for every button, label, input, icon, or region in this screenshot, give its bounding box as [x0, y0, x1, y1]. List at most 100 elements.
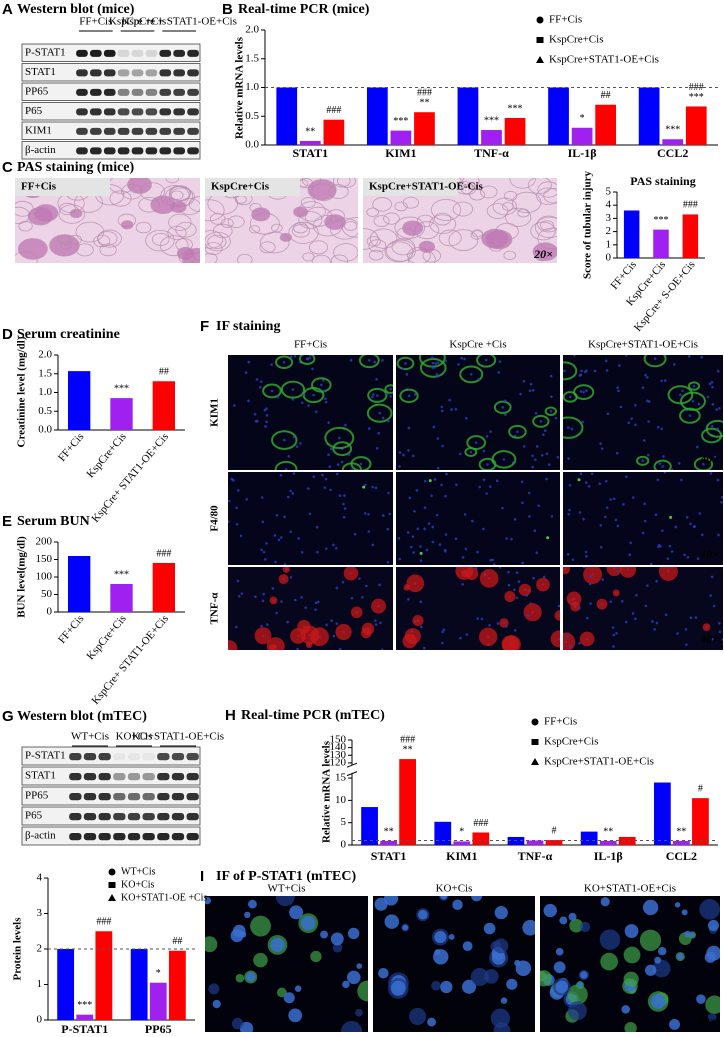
- cell: [490, 1008, 511, 1028]
- nucleus: [520, 480, 524, 484]
- stain: [536, 577, 550, 592]
- nucleus: [312, 475, 316, 478]
- y-tick-label: 4: [37, 872, 43, 884]
- significance-label: **: [603, 826, 613, 837]
- blot-band: [69, 773, 82, 781]
- significance-label: ##: [601, 90, 611, 101]
- cell: [340, 1020, 363, 1032]
- tissue: [539, 220, 555, 231]
- x-tick-label: TNF-α: [518, 849, 553, 863]
- magnification: 20×: [533, 247, 553, 261]
- x-tick-label: KspCre+ STAT1-OE+Cis: [89, 431, 171, 525]
- blot-band: [171, 793, 185, 801]
- stain: [563, 632, 576, 650]
- nucleus: [486, 463, 489, 466]
- nucleus: [425, 548, 429, 552]
- significance-label: ###: [326, 105, 341, 116]
- nucleus: [495, 479, 499, 483]
- y-tick-label: 0.5: [38, 405, 52, 417]
- nucleus: [465, 417, 468, 420]
- cell: [639, 929, 662, 951]
- blot-band: [103, 49, 116, 57]
- y-tick-label: 2: [37, 943, 43, 955]
- bar: [168, 950, 186, 1020]
- tissue: [373, 215, 390, 227]
- significance-label: ###: [689, 82, 704, 93]
- nucleus: [327, 453, 330, 456]
- micrograph-bg: [563, 355, 723, 470]
- nucleus: [717, 533, 720, 537]
- nucleus: [435, 372, 439, 376]
- tissue: [394, 201, 408, 212]
- nucleus: [579, 472, 583, 475]
- stain: [282, 567, 290, 573]
- nucleus: [280, 536, 283, 539]
- blot-group-label: KspCre + STAT1-OE+Cis: [121, 16, 236, 28]
- panel-letter: A: [2, 1, 13, 18]
- stain: [254, 627, 272, 645]
- nucleus: [316, 550, 319, 554]
- blot-band: [159, 49, 172, 57]
- tissue: [76, 243, 94, 257]
- nucleus: [320, 930, 328, 939]
- x-tick-label: KspCre+Cis: [85, 613, 129, 662]
- y-tick-label: 150: [330, 734, 347, 746]
- blot-group-label: FF+Cis: [79, 16, 112, 28]
- tissue: [212, 223, 233, 239]
- nucleus: [578, 374, 582, 377]
- stain: [310, 627, 329, 647]
- nucleus: [462, 979, 477, 994]
- tissue: [60, 236, 73, 245]
- nucleus: [521, 501, 524, 505]
- nucleus: [631, 496, 635, 499]
- tissue: [135, 221, 152, 234]
- nucleus: [471, 896, 482, 902]
- nucleus: [440, 405, 444, 409]
- significance-label: ###: [96, 917, 111, 928]
- nucleus: [627, 421, 631, 425]
- stain: [493, 400, 512, 414]
- stain: [465, 567, 479, 581]
- chart-title: Serum BUN: [17, 514, 90, 529]
- nucleus: [582, 390, 585, 394]
- y-tick-label: 0: [341, 839, 347, 851]
- tissue: [430, 198, 462, 221]
- nucleus: [616, 524, 620, 528]
- stain: [464, 447, 478, 457]
- nucleus: [572, 355, 576, 357]
- nucleus: [235, 506, 238, 510]
- y-tick-label: 5: [606, 186, 612, 198]
- panel-title: PAS staining (mice): [17, 160, 135, 175]
- nucleus: [289, 530, 293, 534]
- tissue: [369, 228, 398, 249]
- cell: [707, 1013, 717, 1022]
- blot-band: [103, 88, 116, 96]
- stain: [702, 623, 711, 632]
- stain: [606, 567, 623, 577]
- nucleus: [691, 399, 695, 403]
- image-label-bg: [15, 178, 110, 196]
- nucleus: [228, 499, 231, 503]
- stain: [280, 380, 306, 399]
- tissue: [503, 190, 518, 201]
- y-tick-label: 10: [335, 794, 347, 806]
- nucleus: [444, 550, 447, 553]
- nucleus: [289, 905, 304, 920]
- panel-letter: B: [222, 1, 233, 18]
- nucleus: [474, 441, 478, 444]
- nucleus: [288, 1008, 303, 1023]
- blot-band: [173, 69, 185, 77]
- nucleus: [343, 494, 346, 497]
- nucleus: [335, 472, 339, 476]
- blot-band: [131, 69, 144, 77]
- y-tick-label: 150: [36, 553, 53, 565]
- y-tick-label: 120: [330, 756, 347, 768]
- stain: [679, 407, 701, 424]
- nucleus: [335, 622, 339, 625]
- nucleus: [236, 489, 240, 492]
- nucleus: [539, 420, 543, 423]
- chart-title: PAS staining: [630, 174, 695, 188]
- blot-band: [76, 88, 88, 96]
- blot-band: [157, 753, 170, 761]
- stain: [324, 426, 355, 450]
